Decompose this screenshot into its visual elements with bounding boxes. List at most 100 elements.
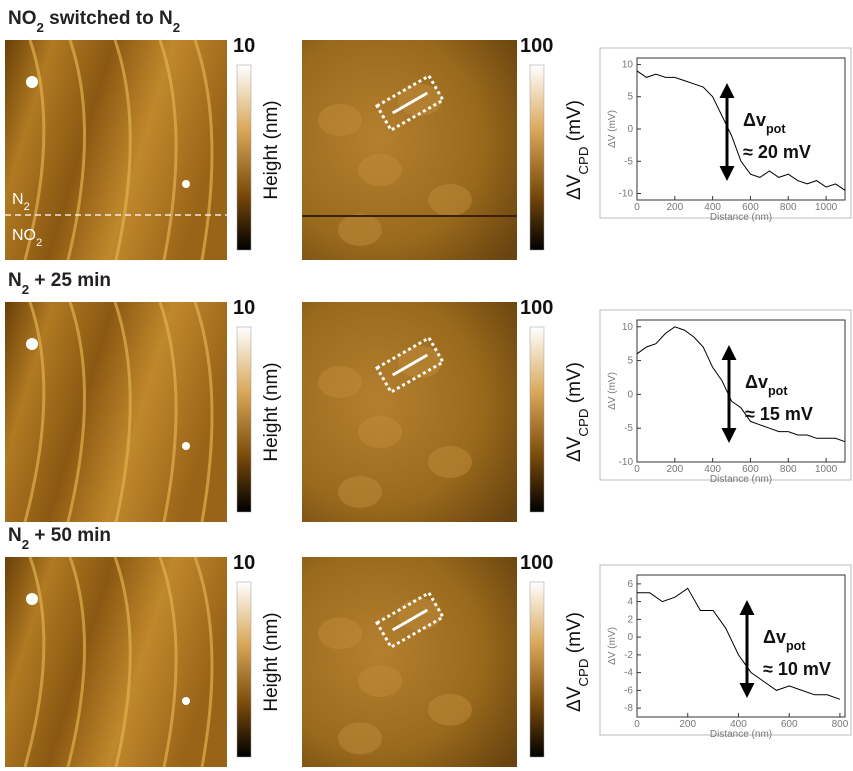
subscript: 2 [22,282,29,297]
subscript: 2 [37,20,44,35]
colorbar-label: Height (nm) [261,100,282,199]
colorbar-max: 10 [233,35,255,57]
cpd-domain [358,665,402,697]
text-part: (mV) [564,612,585,658]
cpd-domain [338,214,382,246]
annotation-value: ≈ 10 mV [763,659,831,679]
cpd-domain [338,722,382,754]
y-tick-label: -6 [624,685,633,696]
bright-spot [182,442,190,450]
y-axis-label: ΔV (mV) [607,372,618,410]
y-axis-label: ΔV (mV) [607,627,618,665]
x-tick-label: 0 [634,202,640,213]
text-part: switched to N [44,8,173,29]
text-part: Δv [743,110,766,130]
text-part: + 25 min [29,270,111,291]
subscript: 2 [22,537,29,552]
text-part: NO [12,227,36,244]
colorbar-max: 10 [233,552,255,574]
text-part: Δv [763,627,786,647]
subscript: CPD [576,408,591,436]
y-tick-label: 4 [627,597,633,608]
x-axis-label: Distance (nm) [710,729,772,740]
y-tick-label: 0 [627,632,633,643]
text-part: + 50 min [29,525,111,546]
colorbar-max: 10 [233,297,255,319]
y-tick-label: 5 [627,92,633,103]
annotation-value: ≈ 20 mV [743,142,811,162]
x-tick-label: 800 [780,464,797,475]
colorbar [237,582,251,757]
y-tick-label: 0 [627,389,633,400]
colorbar [237,327,251,512]
text-part: ΔV [564,686,585,712]
y-tick-label: -4 [624,668,633,679]
y-tick-label: 0 [627,124,633,135]
y-tick-label: 10 [622,322,634,333]
cpd-image [302,40,517,260]
y-tick-label: -5 [624,156,633,167]
x-tick-label: 0 [634,719,640,730]
x-axis-label: Distance (nm) [710,474,772,485]
colorbar-max: 100 [520,297,553,319]
bright-spot [26,338,38,350]
cpd-domain [428,694,472,726]
colorbar-label: Height (nm) [261,612,282,711]
y-tick-label: -8 [624,703,633,714]
annotation-value: ≈ 15 mV [745,404,813,424]
colorbar-label: ΔVCPD (mV) [564,362,591,462]
cpd-domain [318,617,362,649]
subscript: pot [768,384,788,398]
x-tick-label: 600 [781,719,798,730]
subscript: 2 [36,237,42,249]
text-part: ΔV [564,436,585,462]
y-axis-label: ΔV (mV) [607,110,618,148]
colorbar [530,327,544,512]
subscript: pot [786,639,806,653]
subscript: 2 [173,20,180,35]
cpd-domain [358,154,402,186]
y-tick-label: -5 [624,423,633,434]
cpd-image [302,302,517,522]
text-part: (mV) [564,362,585,408]
x-tick-label: 200 [679,719,696,730]
colorbar-label: ΔVCPD (mV) [564,612,591,712]
cpd-domain [318,104,362,136]
bright-spot [26,593,38,605]
text-part: Δv [745,372,768,392]
y-tick-label: -10 [619,189,634,200]
x-tick-label: 800 [780,202,797,213]
cpd-domain [428,184,472,216]
colorbar-label: Height (nm) [261,362,282,461]
bright-spot [26,76,38,88]
x-tick-label: 800 [832,719,849,730]
subscript: CPD [576,658,591,686]
x-tick-label: 0 [634,464,640,475]
x-tick-label: 200 [666,202,683,213]
text-part: N [8,270,22,291]
chart-panel [600,565,851,735]
colorbar [530,582,544,757]
colorbar [530,65,544,250]
cpd-domain [338,476,382,508]
text-part: NO [8,8,37,29]
y-tick-label: -2 [624,650,633,661]
y-tick-label: 10 [622,59,634,70]
text-part: (mV) [564,100,585,146]
interface-line [302,215,517,217]
colorbar [237,65,251,250]
cpd-domain [318,366,362,398]
figure: NO2 switched to N210Height (nm)100ΔVCPD … [0,0,853,771]
x-tick-label: 200 [666,464,683,475]
x-tick-label: 1000 [815,464,838,475]
bright-spot [182,697,190,705]
chart-panel [600,310,851,480]
subscript: 2 [24,201,30,213]
y-tick-label: 6 [627,579,633,590]
cpd-image [302,557,517,767]
colorbar-max: 100 [520,35,553,57]
x-axis-label: Distance (nm) [710,212,772,223]
text-part: N [8,525,22,546]
cpd-domain [428,446,472,478]
row-title: N2 + 25 min [8,270,111,297]
